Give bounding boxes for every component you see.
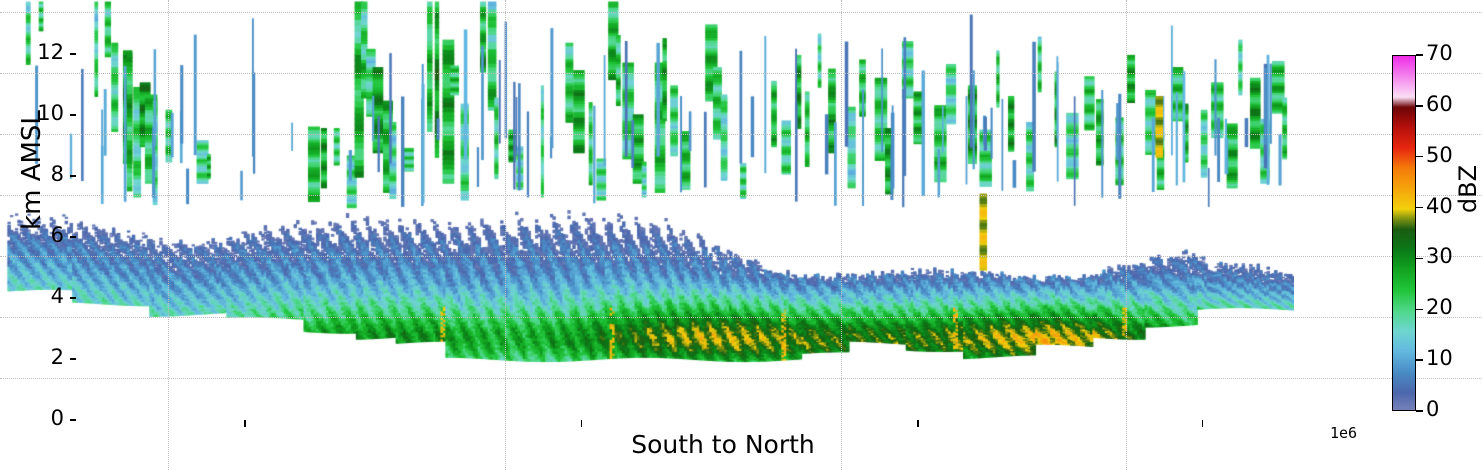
- colorbar-tick: [1416, 359, 1423, 361]
- gridline-horizontal: [0, 195, 1482, 197]
- reflectivity-heatmap: [0, 0, 1294, 378]
- y-axis-tick-label: 2: [50, 345, 64, 370]
- gridline-vertical: [841, 0, 843, 470]
- gridline-vertical: [1125, 0, 1128, 470]
- gridline-horizontal: [0, 12, 1482, 14]
- y-axis-tick: [70, 419, 76, 421]
- y-axis-tick: [70, 114, 76, 116]
- y-axis-tick-label: 10: [37, 101, 64, 126]
- y-axis-label: km AMSL: [17, 110, 47, 230]
- y-axis-tick: [70, 358, 76, 360]
- y-axis-tick: [70, 53, 76, 55]
- gridline-horizontal: [0, 134, 1482, 136]
- gridline-vertical: [504, 0, 507, 470]
- x-axis-tick: [244, 420, 246, 427]
- colorbar-tick-label: 20: [1426, 295, 1453, 320]
- gridline-horizontal: [0, 73, 1482, 75]
- x-axis-tick: [580, 420, 583, 427]
- colorbar-tick: [1416, 54, 1423, 56]
- colorbar-tick-label: 30: [1426, 244, 1453, 269]
- y-axis-tick-label: 6: [50, 223, 64, 248]
- colorbar-tick-label: 70: [1426, 41, 1453, 65]
- colorbar-tick: [1416, 156, 1423, 158]
- y-axis-tick-label: 4: [50, 284, 64, 309]
- colorbar-tick-label: 40: [1426, 193, 1453, 218]
- colorbar-tick-label: 60: [1426, 91, 1453, 116]
- colorbar-title: dBZ: [1454, 164, 1482, 214]
- colorbar-tick-label: 0: [1426, 397, 1440, 421]
- colorbar-tick: [1416, 308, 1423, 310]
- colorbar-tick: [1416, 206, 1423, 209]
- x-axis-offset-label: 1e6: [1330, 424, 1358, 442]
- y-axis-tick-label: 12: [37, 40, 64, 65]
- colorbar-tick: [1416, 410, 1423, 412]
- y-axis-tick: [70, 236, 76, 238]
- y-axis-tick-label: 0: [50, 406, 64, 430]
- x-axis-tick: [917, 420, 919, 427]
- y-axis-tick: [70, 175, 76, 177]
- gridline-horizontal: [0, 317, 1482, 319]
- y-axis-tick: [70, 297, 76, 299]
- colorbar-tick: [1416, 105, 1423, 107]
- colorbar-gradient: [1393, 56, 1415, 410]
- x-axis-label: South to North: [631, 430, 815, 459]
- x-axis-tick: [1201, 420, 1204, 427]
- colorbar-tick-label: 10: [1426, 346, 1453, 371]
- colorbar: [1392, 55, 1416, 411]
- gridline-vertical: [168, 0, 170, 470]
- y-axis-tick-label: 8: [50, 162, 64, 187]
- colorbar-tick-label: 50: [1426, 142, 1453, 167]
- gridline-horizontal: [0, 256, 1482, 258]
- colorbar-tick: [1416, 257, 1423, 260]
